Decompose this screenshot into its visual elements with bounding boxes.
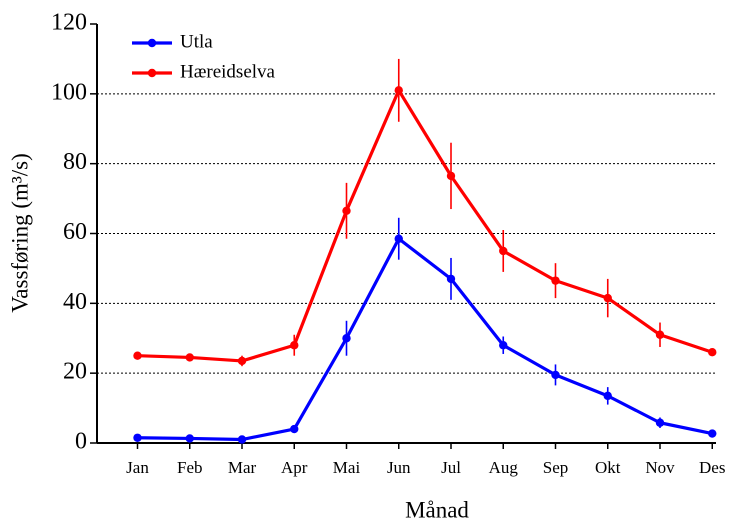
data-point	[237, 356, 247, 366]
data-point	[133, 351, 142, 360]
data-point	[290, 424, 299, 434]
x-tick-label: Mai	[333, 458, 361, 477]
data-point	[603, 391, 612, 401]
y-tick-label: 80	[63, 149, 87, 175]
legend-label: Hæreidselva	[180, 61, 276, 82]
data-point	[708, 348, 717, 357]
y-tick-label: 40	[63, 289, 87, 315]
legend-marker	[147, 68, 157, 78]
data-point	[655, 418, 665, 427]
data-point	[708, 429, 717, 438]
data-point	[655, 330, 665, 339]
y-axis-label: Vassføring (m³/s)	[7, 153, 32, 313]
data-point	[499, 341, 508, 350]
x-tick-label: Jan	[126, 458, 149, 477]
x-tick-label: Apr	[281, 458, 308, 477]
series-line	[137, 88, 713, 363]
x-tick-label: Okt	[595, 458, 621, 477]
x-tick-label: Jul	[441, 458, 461, 477]
data-point	[290, 341, 299, 350]
y-tick-label: 120	[51, 10, 87, 36]
data-point	[499, 246, 508, 256]
data-point	[551, 370, 560, 380]
x-tick-label: Mar	[228, 458, 257, 477]
y-tick-label: 20	[63, 359, 87, 385]
data-point	[342, 206, 351, 216]
data-point	[237, 435, 247, 444]
y-tick-label: 0	[75, 429, 87, 455]
data-point	[394, 234, 403, 243]
data-point	[551, 276, 560, 285]
data-point	[185, 353, 194, 362]
y-tick-label: 100	[51, 79, 87, 105]
data-point	[342, 334, 351, 343]
legend-marker	[147, 38, 157, 48]
x-tick-label: Aug	[489, 458, 519, 477]
legend-label: Utla	[180, 31, 213, 52]
data-point	[133, 433, 142, 442]
data-point	[446, 171, 456, 181]
y-tick-label: 60	[63, 219, 87, 245]
x-tick-label: Nov	[645, 458, 675, 477]
x-tick-label: Feb	[177, 458, 203, 477]
data-point	[394, 86, 403, 95]
x-tick-label: Des	[699, 458, 725, 477]
series-line	[137, 237, 713, 442]
data-point	[603, 293, 612, 303]
data-point	[446, 274, 456, 284]
x-tick-label: Sep	[543, 458, 569, 477]
x-axis-label: Månad	[405, 497, 469, 522]
x-tick-label: Jun	[387, 458, 411, 477]
data-point	[185, 434, 194, 443]
